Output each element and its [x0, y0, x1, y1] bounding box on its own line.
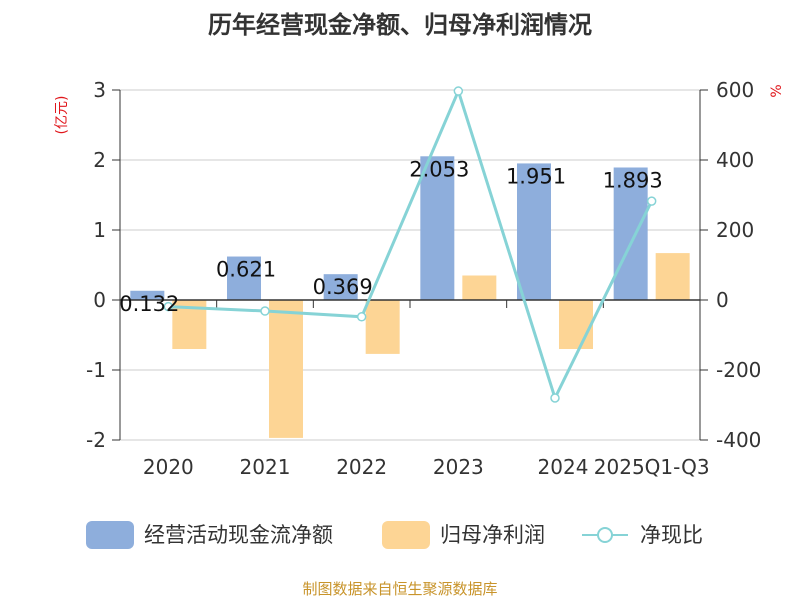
bar-net-profit: [559, 300, 593, 349]
category-label: 2024: [538, 455, 589, 479]
point-ratio: [163, 301, 174, 312]
point-ratio: [646, 196, 657, 206]
line-layer: [163, 86, 657, 403]
bar-net-profit: [365, 300, 400, 354]
category-label: 2021: [240, 455, 291, 479]
bar-net-profit: [655, 253, 690, 300]
category-label: 2020: [143, 455, 194, 479]
source-note: 制图数据来自恒生聚源数据库: [302, 580, 497, 598]
axis-layer: -2 -1 0 1 2 3 -400 -200 0 200 400 600 2020 2021 2022 20…: [86, 78, 761, 479]
left-tick-label: 1: [93, 218, 106, 242]
point-ratio: [453, 86, 464, 96]
data-label: 2.053: [409, 157, 469, 181]
point-ratio: [550, 393, 560, 403]
legend-swatch-cashflow: [86, 521, 134, 549]
legend-label-net-profit: 归母净利润: [440, 523, 545, 547]
point-ratio: [260, 306, 270, 316]
bar-cashflow: [227, 256, 261, 300]
point-ratio: [356, 312, 367, 322]
legend-label-cashflow: 经营活动现金流净额: [144, 523, 333, 547]
right-tick-label: -400: [716, 428, 761, 452]
right-tick-label: 400: [716, 148, 754, 172]
left-tick-label: 3: [93, 78, 106, 102]
bar-cashflow: [130, 290, 165, 300]
legend-label-ratio: 净现比: [640, 523, 703, 547]
chart-title: 历年经营现金净额、归母净利润情况: [208, 11, 592, 39]
left-tick-label: -2: [86, 428, 106, 452]
data-label: 1.893: [603, 168, 663, 192]
bar-cashflow: [323, 274, 358, 300]
legend-marker-ratio: [597, 527, 613, 543]
right-tick-label: 0: [716, 288, 729, 312]
bar-cashflow: [517, 163, 551, 300]
right-tick-label: 600: [716, 78, 754, 102]
bar-net-profit: [462, 275, 497, 300]
data-label: 0.621: [216, 258, 276, 282]
right-tick-label: -200: [716, 358, 761, 382]
category-label: 2025Q1-Q3: [594, 455, 710, 479]
left-tick-label: -1: [86, 358, 106, 382]
legend: 经营活动现金流净额 归母净利润 净现比: [86, 521, 703, 549]
line-ratio: [168, 86, 654, 403]
bar-net-profit: [269, 300, 303, 438]
right-tick-label: 200: [716, 218, 754, 242]
left-tick-label: 2: [93, 148, 106, 172]
category-label: 2023: [433, 455, 484, 479]
data-label: 0.369: [313, 275, 373, 299]
bars-layer: [130, 156, 690, 438]
legend-swatch-net-profit: [382, 521, 430, 549]
category-label: 2022: [336, 455, 387, 479]
data-label: 0.132: [119, 292, 179, 316]
data-label: 1.951: [506, 164, 566, 188]
data-labels-layer: 0.132 0.621 0.369 2.053 1.951 1.893: [119, 157, 662, 315]
right-axis-label: %: [769, 84, 785, 97]
left-tick-label: 0: [93, 288, 106, 312]
bar-cashflow: [613, 167, 648, 300]
left-axis-label: (亿元): [54, 96, 70, 135]
grid-layer: [120, 89, 700, 441]
bar-cashflow: [420, 156, 455, 300]
